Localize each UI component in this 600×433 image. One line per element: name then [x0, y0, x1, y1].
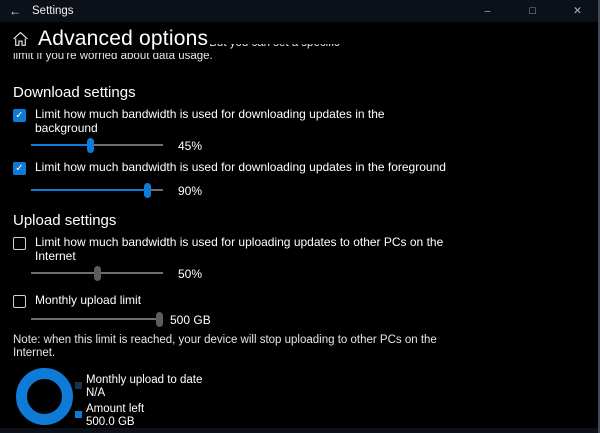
monthly-upload-limit-label: Monthly upload limit	[35, 293, 142, 307]
back-button[interactable]: ←	[0, 0, 30, 22]
legend-label: Monthly upload to date	[86, 374, 203, 386]
page-header: Advanced options	[12, 27, 209, 53]
window-bottom-border	[0, 428, 600, 433]
monthly-upload-limit-value: 500 GB	[170, 313, 211, 327]
window-title: Settings	[32, 5, 74, 17]
maximize-button[interactable]: □	[510, 0, 555, 22]
background-limit-checkbox[interactable]: ✓	[13, 108, 26, 122]
background-limit-slider[interactable]: 45%	[31, 137, 291, 153]
minimize-icon: –	[484, 5, 491, 17]
slider-thumb[interactable]	[94, 265, 101, 281]
monthly-upload-limit-checkbox[interactable]: ✓	[13, 294, 26, 308]
upload-limit-note: Note: when this limit is reached, your d…	[13, 334, 437, 359]
window-right-border	[598, 0, 600, 433]
internet-upload-limit-slider[interactable]: 50%	[31, 265, 291, 281]
foreground-limit-value: 90%	[178, 184, 203, 198]
slider-thumb[interactable]	[144, 182, 151, 198]
legend-value: N/A	[86, 387, 106, 399]
background-limit-label: Limit how much bandwidth is used for dow…	[35, 107, 385, 135]
background-limit-value: 45%	[178, 139, 203, 153]
maximize-icon: □	[529, 5, 536, 17]
internet-upload-limit-value: 50%	[178, 267, 203, 281]
foreground-limit-label: Limit how much bandwidth is used for dow…	[35, 160, 446, 174]
slider-track[interactable]	[31, 137, 163, 153]
legend-swatch-upload-to-date	[75, 382, 82, 389]
back-arrow-icon: ←	[9, 4, 21, 18]
monthly-upload-limit-slider[interactable]: 500 GB	[31, 311, 291, 327]
close-button[interactable]: ✕	[555, 0, 600, 22]
checkmark-icon: ✓	[15, 109, 24, 121]
slider-thumb[interactable]	[87, 137, 94, 153]
internet-upload-limit-label: Limit how much bandwidth is used for upl…	[35, 235, 444, 263]
checkmark-icon: ✓	[15, 162, 24, 174]
intro-line: limit if you're worried about data usage…	[13, 50, 213, 62]
internet-upload-limit-checkbox[interactable]: ✓	[13, 236, 26, 250]
caption-buttons: – □ ✕	[465, 0, 600, 22]
legend-item-upload-to-date: Monthly upload to date N/A	[75, 374, 202, 400]
foreground-limit-row: ✓ Limit how much bandwidth is used for d…	[13, 160, 446, 175]
foreground-limit-checkbox[interactable]: ✓	[13, 161, 26, 175]
slider-thumb[interactable]	[156, 311, 163, 327]
home-icon	[12, 31, 29, 48]
monthly-upload-donut-chart	[16, 368, 73, 425]
foreground-limit-slider[interactable]: 90%	[31, 182, 291, 198]
slider-track[interactable]	[31, 265, 163, 281]
internet-upload-limit-row: ✓ Limit how much bandwidth is used for u…	[13, 235, 444, 263]
upload-settings-heading: Upload settings	[13, 212, 117, 229]
legend-item-amount-left: Amount left 500.0 GB	[75, 403, 144, 429]
page-title: Advanced options	[38, 27, 209, 50]
minimize-button[interactable]: –	[465, 0, 510, 22]
title-bar: ← Settings – □ ✕	[0, 0, 600, 22]
legend-swatch-amount-left	[75, 411, 82, 418]
slider-track[interactable]	[31, 182, 163, 198]
slider-track[interactable]	[31, 311, 163, 327]
download-settings-heading: Download settings	[13, 84, 136, 101]
legend-label: Amount left	[86, 403, 145, 415]
legend-value: 500.0 GB	[86, 416, 135, 428]
monthly-upload-limit-row: ✓ Monthly upload limit	[13, 293, 142, 308]
close-icon: ✕	[573, 5, 582, 17]
background-limit-row: ✓ Limit how much bandwidth is used for d…	[13, 107, 385, 135]
